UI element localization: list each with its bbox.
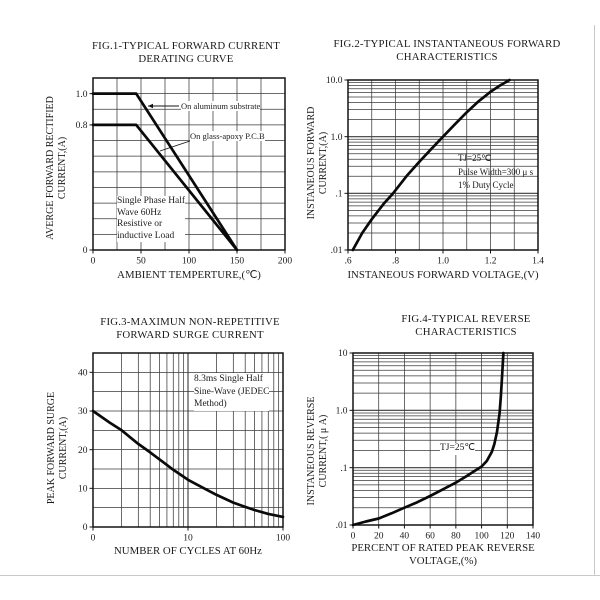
fig3-curve	[91, 409, 285, 519]
fig4-annotation-tj: TJ=25℃	[440, 443, 476, 455]
svg-text:120: 120	[500, 532, 515, 542]
svg-text:100: 100	[474, 532, 489, 542]
svg-text:200: 200	[278, 257, 293, 267]
svg-text:40: 40	[400, 532, 410, 542]
fig4-x-axis-label: PERCENT OF RATED PEAK REVERSE VOLTAGE,(%…	[351, 542, 535, 567]
svg-text:150: 150	[230, 257, 245, 267]
svg-text:100: 100	[182, 257, 197, 267]
fig1-curve	[91, 92, 239, 252]
svg-text:60: 60	[425, 532, 435, 542]
fig4-title: FIG.4-TYPICAL REVERSE CHARACTERISTICS	[346, 313, 586, 339]
fig1-curve	[91, 123, 239, 252]
fig1-title: FIG.1-TYPICAL FORWARD CURRENT DERATING C…	[66, 40, 306, 66]
fig2-tick-labels: .6 .8 1.0 1.2 1.4 10.0 1.0 .1 .01	[326, 76, 544, 266]
fig4-grid	[353, 353, 533, 525]
svg-text:20: 20	[374, 532, 384, 542]
svg-text:10: 10	[78, 485, 88, 495]
fig2-x-axis-label: INSTANEOUS FORWARD VOLTAGE,(V)	[347, 269, 539, 281]
svg-text:30: 30	[78, 407, 88, 417]
svg-text:1.2: 1.2	[485, 257, 497, 267]
fig3-title: FIG.3-MAXIMUN NON-REPETITIVE FORWARD SUR…	[70, 316, 310, 342]
fig1-annotation-load-conditions: Single Phase Half Wave 60Hz Resistive or…	[117, 196, 186, 242]
fig4-title-line1: FIG.4-TYPICAL REVERSE	[401, 313, 531, 325]
svg-text:1.0: 1.0	[336, 407, 348, 417]
fig2-curve	[351, 78, 511, 252]
fig1-leader-line	[159, 140, 191, 152]
fig2-title-line1: FIG.2-TYPICAL INSTANTANEOUS FORWARD	[333, 38, 561, 50]
fig2-title: FIG.2-TYPICAL INSTANTANEOUS FORWARD CHAR…	[327, 38, 567, 64]
svg-text:20: 20	[78, 446, 88, 456]
fig3-title-line1: FIG.3-MAXIMUN NON-REPETITIVE	[100, 316, 280, 328]
svg-text:40: 40	[78, 369, 88, 379]
svg-text:.1: .1	[340, 464, 347, 474]
svg-text:.8: .8	[392, 257, 399, 267]
fig2-curves	[351, 78, 511, 252]
svg-text:0: 0	[83, 246, 88, 256]
fig3-x-axis-label: NUMBER OF CYCLES AT 60Hz	[114, 545, 262, 557]
fig3-y-axis-label: PEAK FORWARD SURGE CURRENT,(A)	[46, 391, 69, 505]
fig4-y-axis-label: INSTANEOUS REVERSE CURRENT,( μ A)	[306, 396, 329, 506]
fig4-tick-labels: 0 20 40 60 80 100 120 140 10 1.0 .1 .01	[336, 349, 541, 541]
svg-text:1.4: 1.4	[532, 257, 544, 267]
svg-text:1.0: 1.0	[437, 257, 449, 267]
svg-text:50: 50	[136, 257, 146, 267]
svg-text:0.8: 0.8	[76, 121, 88, 131]
fig3-annotation-jedec: 8.3ms Single Half Sine-Wave (JEDEC Metho…	[194, 373, 270, 411]
fig3-curves	[91, 409, 285, 519]
fig1-annotation-aluminum: On aluminum substrate	[181, 101, 261, 111]
svg-text:.01: .01	[336, 521, 348, 531]
fig2-annotation-test-conditions: TJ=25℃ Pulse Width=300 μ s 1% Duty Cycle	[458, 153, 534, 190]
svg-text:10.0: 10.0	[326, 76, 343, 86]
fig1-title-line1: FIG.1-TYPICAL FORWARD CURRENT	[91, 40, 281, 52]
fig1-x-axis-label: AMBIENT TEMPERTURE,(℃)	[117, 269, 261, 281]
svg-text:1.0: 1.0	[331, 133, 343, 143]
fig2-y-axis-label: INSTANEOUS FORWARD CURRENT,(A)	[306, 106, 329, 220]
svg-text:10: 10	[338, 349, 348, 359]
svg-text:80: 80	[451, 532, 461, 542]
svg-text:0: 0	[83, 523, 88, 533]
fig3-title-line2: FORWARD SURGE CURRENT	[116, 329, 264, 341]
fig1-leader-line	[148, 103, 179, 109]
svg-text:10: 10	[183, 534, 193, 544]
page-border-vertical-line	[594, 25, 595, 575]
fig2-grid	[348, 80, 538, 250]
fig4-curves	[351, 351, 505, 527]
svg-text:0: 0	[91, 257, 96, 267]
svg-text:100: 100	[276, 534, 291, 544]
svg-text:0: 0	[351, 532, 356, 542]
svg-text:.6: .6	[344, 257, 351, 267]
svg-text:.1: .1	[335, 190, 342, 200]
page-border-horizontal-line	[0, 575, 600, 576]
svg-text:140: 140	[526, 532, 541, 542]
svg-text:1.0: 1.0	[76, 90, 88, 100]
svg-text:0: 0	[91, 534, 96, 544]
fig1-curves	[91, 92, 239, 252]
fig4-frame	[352, 352, 534, 526]
fig1-y-axis-label: AVERGE FORWARD RECTIFIED CURRENT,(A)	[45, 96, 68, 240]
fig4-curve	[351, 351, 505, 527]
svg-text:.01: .01	[331, 246, 343, 256]
fig1-tick-labels: 0 50 100 150 200 1.0 0.8 0	[76, 90, 293, 267]
fig1-annotation-glass-epoxy: On glass-apoxy P.C.B	[190, 131, 265, 141]
fig1-title-line2: DERATING CURVE	[138, 53, 234, 65]
fig4-title-line2: CHARACTERISTICS	[415, 326, 517, 338]
fig2-title-line2: CHARACTERISTICS	[396, 51, 498, 63]
